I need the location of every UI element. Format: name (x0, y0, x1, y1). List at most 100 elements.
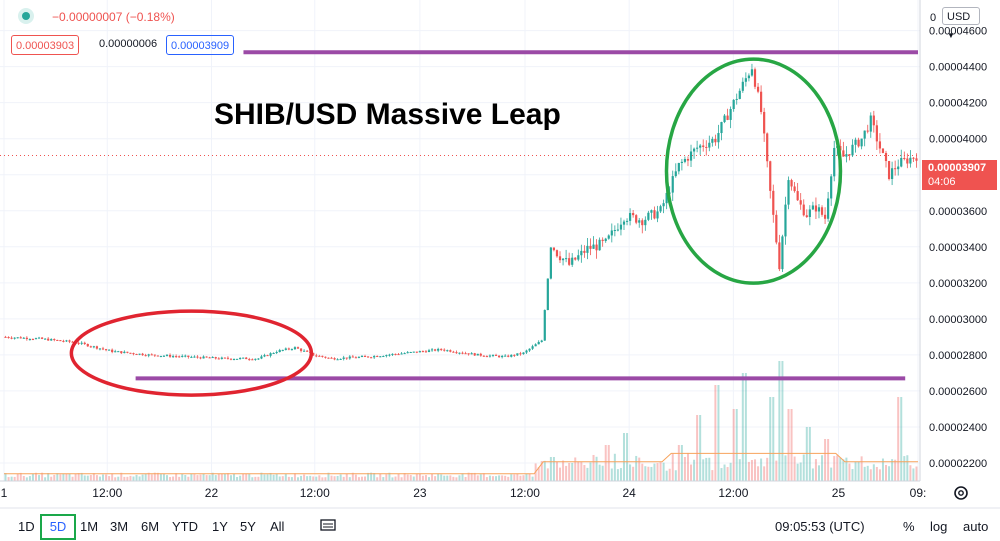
candle-body (820, 207, 824, 215)
volume-bar (77, 473, 80, 481)
candle-body (53, 339, 56, 341)
volume-bar (25, 477, 28, 481)
volume-bar (169, 477, 172, 481)
candle-body (111, 349, 114, 353)
timeframe-1m[interactable]: 1M (80, 519, 99, 534)
candle-body (625, 220, 629, 222)
candle-body (251, 359, 254, 361)
candle-body (699, 145, 702, 148)
timeframe-1d[interactable]: 1D (18, 519, 35, 534)
candle-body (766, 133, 769, 162)
candle-body (373, 356, 376, 358)
volume-bar (89, 474, 92, 481)
volume-bar (428, 477, 431, 481)
volume-bar (784, 455, 787, 481)
candle-body (784, 204, 787, 237)
candle-body (397, 354, 400, 356)
timeframe-1y[interactable]: 1Y (212, 519, 228, 534)
candle-body (272, 352, 275, 354)
candle-body (193, 356, 196, 358)
candle-body (290, 349, 294, 351)
candle-body (723, 115, 726, 123)
candle-body (845, 154, 848, 157)
gear-icon[interactable] (954, 486, 968, 500)
candle-body (68, 340, 71, 342)
ask-badge[interactable]: 0.00003909 (166, 35, 235, 55)
candle-body (434, 349, 437, 351)
volume-bar (546, 468, 549, 481)
candle-body (202, 356, 205, 359)
bid-badge[interactable]: 0.00003903 (11, 35, 80, 55)
volume-bar (677, 445, 680, 481)
candle-body (266, 355, 269, 357)
candle-body (763, 111, 766, 134)
candle-body (178, 356, 181, 358)
compare-icon[interactable] (320, 518, 336, 532)
candle-body (56, 339, 59, 341)
candle-body (211, 357, 214, 359)
candle-body (159, 355, 163, 357)
volume-bar (744, 373, 747, 481)
percent-toggle[interactable]: % (903, 519, 915, 534)
log-toggle[interactable]: log (930, 519, 948, 534)
timeframe-all[interactable]: All (270, 519, 285, 534)
candle-body (482, 355, 485, 357)
candle-body (141, 353, 144, 356)
volume-bar (297, 477, 300, 481)
timeframe-3m[interactable]: 3M (110, 519, 129, 534)
volume-bar (327, 472, 330, 481)
timeframe-ytd[interactable]: YTD (172, 519, 198, 534)
volume-bar (242, 473, 245, 481)
volume-bar (863, 466, 866, 481)
volume-bar (223, 473, 226, 481)
volume-bar (760, 458, 763, 481)
candle-body (884, 152, 888, 162)
currency-selector[interactable]: USD ▼ (942, 7, 980, 40)
timeframe-5d[interactable]: 5D (40, 514, 76, 540)
volume-bar (187, 476, 190, 481)
candle-body (705, 146, 708, 148)
volume-bar (705, 457, 708, 481)
volume-bar (848, 463, 851, 481)
candle-body (729, 109, 732, 120)
candle-body (720, 122, 723, 134)
auto-toggle[interactable]: auto (963, 519, 989, 534)
candle-body (108, 349, 111, 351)
volume-bar (915, 466, 918, 481)
candle-body (479, 353, 482, 356)
candle-body (293, 347, 297, 350)
candle-body (677, 162, 680, 172)
candle-body (89, 346, 92, 348)
volume-bar (303, 474, 306, 481)
candle-body (607, 235, 610, 239)
candle-body (415, 351, 418, 353)
volume-bar (906, 455, 909, 481)
volume-bar (504, 475, 507, 481)
volume-bar (482, 473, 485, 481)
candle-body (47, 338, 50, 341)
timeframe-5y[interactable]: 5Y (240, 519, 256, 534)
candle-body (406, 352, 409, 354)
x-tick-label: 09: (910, 486, 927, 500)
candle-body (558, 256, 562, 261)
volume-bar (278, 476, 281, 481)
volume-bar (671, 453, 674, 481)
volume-bar (263, 474, 266, 481)
volume-bar (616, 469, 619, 481)
y-axis-labels: 0.00004600 0.00004400 0.00004200 0.00004000… (929, 26, 987, 470)
candle-body (235, 358, 239, 360)
candle-body (59, 340, 62, 342)
volume-bar (74, 473, 77, 481)
candle-body (421, 351, 425, 353)
volume-bar (781, 361, 784, 481)
volume-bar (233, 473, 236, 481)
x-tick-label: 1 (1, 486, 8, 500)
volume-bar (659, 462, 662, 481)
volume-bar (641, 463, 644, 481)
volume-bar (287, 476, 290, 481)
candle-body (181, 355, 184, 357)
candle-body (28, 339, 31, 341)
y-tick-label: 0.00002800 (929, 350, 987, 362)
timeframe-6m[interactable]: 6M (141, 519, 160, 534)
